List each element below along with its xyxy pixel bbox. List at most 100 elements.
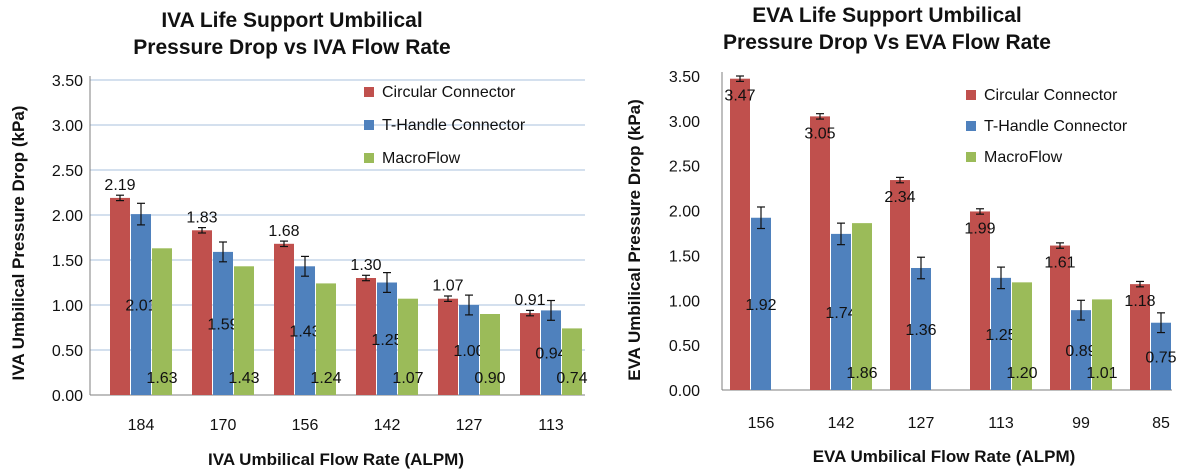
y-tick-label: 2.00 <box>669 204 700 221</box>
data-label: 1.30 <box>350 257 381 274</box>
x-tick-label: 127 <box>456 417 483 434</box>
data-label: 2.34 <box>884 189 915 206</box>
bar <box>234 266 254 395</box>
data-label: 1.99 <box>964 220 995 237</box>
bar <box>480 314 500 395</box>
x-tick-label: 156 <box>748 415 775 432</box>
bar <box>377 282 397 395</box>
bar <box>562 328 582 395</box>
legend-swatch <box>364 153 374 163</box>
bar <box>1151 322 1171 390</box>
y-tick-label: 2.50 <box>669 159 700 176</box>
y-axis-label: EVA Umbilical Pressure Drop (kPa) <box>625 99 644 381</box>
data-label: 0.75 <box>1145 349 1176 366</box>
y-tick-label: 3.00 <box>52 118 83 135</box>
data-label: 1.63 <box>146 370 177 387</box>
data-label: 0.91 <box>514 292 545 309</box>
data-label: 1.18 <box>1124 293 1155 310</box>
bar <box>970 211 990 390</box>
data-label: 1.24 <box>310 370 341 387</box>
y-tick-label: 0.50 <box>669 338 700 355</box>
y-tick-label: 1.00 <box>52 298 83 315</box>
chart-title-line1: EVA Life Support Umbilical <box>752 4 1022 27</box>
y-tick-label: 2.00 <box>52 208 83 225</box>
x-tick-label: 184 <box>128 417 155 434</box>
y-tick-label: 0.00 <box>669 383 700 400</box>
bar <box>991 277 1011 390</box>
legend-label: Circular Connector <box>382 84 516 101</box>
legend-swatch <box>364 120 374 130</box>
bar <box>438 298 458 395</box>
bar <box>356 278 376 395</box>
y-tick-label: 1.50 <box>669 248 700 265</box>
x-tick-label: 113 <box>538 417 564 434</box>
bar <box>459 305 479 395</box>
y-tick-label: 0.50 <box>52 343 83 360</box>
bar <box>1050 245 1070 390</box>
data-label: 1.92 <box>745 297 776 314</box>
y-axis-label: IVA Umbilical Pressure Drop (kPa) <box>9 106 28 381</box>
x-tick-label: 156 <box>292 417 319 434</box>
x-tick-label: 142 <box>374 417 401 434</box>
data-label: 1.83 <box>186 209 217 226</box>
data-label: 0.74 <box>556 370 587 387</box>
iva-chart: IVA Life Support Umbilical Pressure Drop… <box>9 9 588 469</box>
legend-swatch <box>966 90 976 100</box>
data-label: 1.74 <box>825 305 856 322</box>
data-label: 1.07 <box>392 370 423 387</box>
eva-chart: EVA Life Support Umbilical Pressure Drop… <box>625 4 1177 466</box>
y-tick-label: 2.50 <box>52 163 83 180</box>
legend-label: T-Handle Connector <box>382 117 526 134</box>
data-label: 3.05 <box>804 125 835 142</box>
bar <box>1092 299 1112 390</box>
bar <box>295 266 315 395</box>
data-label: 1.86 <box>846 365 877 382</box>
chart-title-line2: Pressure Drop Vs EVA Flow Rate <box>723 31 1051 54</box>
data-label: 1.00 <box>453 343 484 360</box>
data-label: 1.01 <box>1086 365 1117 382</box>
bar <box>316 283 336 395</box>
x-tick-label: 127 <box>908 415 935 432</box>
data-label: 1.43 <box>228 370 259 387</box>
x-axis-label: EVA Umbilical Flow Rate (ALPM) <box>813 447 1076 466</box>
x-tick-label: 99 <box>1072 415 1090 432</box>
data-label: 2.01 <box>125 298 156 315</box>
bar <box>852 223 872 390</box>
legend-label: MacroFlow <box>382 150 461 167</box>
bar <box>152 248 172 395</box>
data-label: 0.89 <box>1065 343 1096 360</box>
y-tick-label: 3.50 <box>669 69 700 86</box>
chart-title-line2: Pressure Drop vs IVA Flow Rate <box>133 36 450 59</box>
data-label: 1.20 <box>1006 365 1037 382</box>
data-label: 1.59 <box>207 316 238 333</box>
y-tick-label: 1.50 <box>52 253 83 270</box>
data-label: 1.07 <box>432 278 463 295</box>
legend-label: Circular Connector <box>984 87 1118 104</box>
data-label: 0.90 <box>474 370 505 387</box>
legend-swatch <box>966 121 976 131</box>
data-label: 1.61 <box>1044 255 1075 272</box>
chart-title-line1: IVA Life Support Umbilical <box>161 9 422 32</box>
bar <box>274 243 294 395</box>
bar <box>751 217 771 390</box>
data-label: 0.94 <box>535 346 566 363</box>
legend-swatch <box>966 152 976 162</box>
data-label: 2.19 <box>104 177 135 194</box>
bar <box>1130 284 1150 390</box>
bar <box>890 180 910 390</box>
data-label: 1.25 <box>371 332 402 349</box>
x-axis-label: IVA Umbilical Flow Rate (ALPM) <box>208 450 464 469</box>
data-label: 1.25 <box>985 327 1016 344</box>
bar <box>1071 310 1091 390</box>
bar <box>398 298 418 395</box>
y-tick-label: 3.50 <box>52 73 83 90</box>
x-tick-label: 113 <box>988 415 1014 432</box>
y-tick-label: 1.00 <box>669 293 700 310</box>
bar <box>810 116 830 390</box>
bar <box>110 197 130 395</box>
bar <box>730 78 750 390</box>
legend-swatch <box>364 87 374 97</box>
bar <box>192 230 212 395</box>
